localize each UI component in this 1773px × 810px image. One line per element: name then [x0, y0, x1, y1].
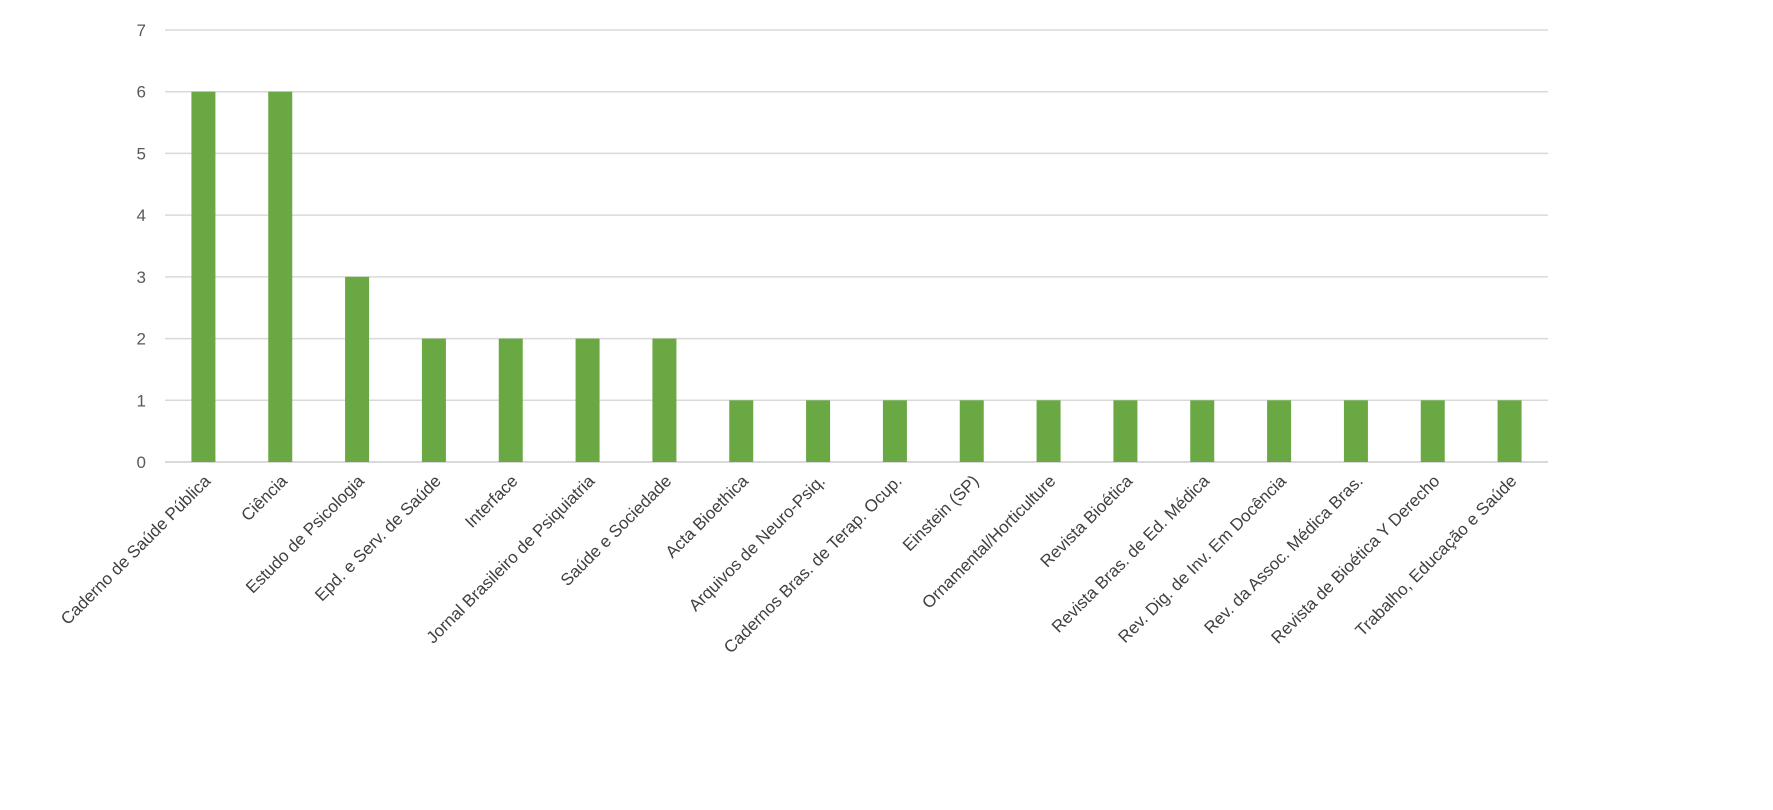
bar [882, 400, 907, 462]
bar [575, 338, 600, 462]
y-tick-label: 6 [137, 83, 146, 102]
bar [652, 338, 677, 462]
x-tick-label: Rev. Dig. de Inv. Em Docência [1115, 471, 1291, 647]
x-tick-label: Revista Bras. de Ed. Médica [1048, 471, 1213, 636]
bar [806, 400, 831, 462]
y-tick-label: 4 [137, 206, 146, 225]
bar [498, 338, 523, 462]
y-tick-label: 0 [137, 453, 146, 472]
x-tick-label: Interface [461, 471, 521, 531]
bar [1036, 400, 1061, 462]
bar [268, 91, 293, 462]
y-tick-label: 7 [137, 21, 146, 40]
x-tick-label: Rev. da Assoc. Médica Bras. [1201, 471, 1367, 637]
bar [191, 91, 216, 462]
x-tick-label: Trabalho, Educação e Saúde [1352, 471, 1521, 640]
x-tick-label: Caderno de Saúde Pública [57, 471, 215, 629]
x-tick-label: Ornamental/Horticulture [918, 471, 1059, 612]
bar [959, 400, 984, 462]
y-tick-label: 2 [137, 330, 146, 349]
bar [729, 400, 754, 462]
bars [191, 91, 1522, 462]
y-tick-label: 5 [137, 144, 146, 163]
bar [1113, 400, 1138, 462]
bar [1497, 400, 1522, 462]
x-tick-label: Einstein (SP) [899, 471, 983, 555]
y-tick-label: 3 [137, 268, 146, 287]
x-tick-label: Ciência [238, 471, 292, 525]
bar [1343, 400, 1368, 462]
x-tick-label: Arquivos de Neuro-Psiq. [685, 471, 829, 615]
y-axis-ticks: 0 1 2 3 4 5 6 7 [137, 21, 146, 472]
x-tick-label: Revista de Bioética Y Derecho [1268, 471, 1444, 647]
bar [1267, 400, 1292, 462]
x-tick-label: Epd. e Serv. de Saúde [311, 471, 445, 605]
bar [1420, 400, 1445, 462]
bar [1190, 400, 1215, 462]
gridlines [165, 29, 1548, 463]
bar [421, 338, 446, 462]
x-tick-label: Jornal Brasileiro de Psiquiatria [423, 471, 599, 647]
bar [345, 276, 370, 462]
y-tick-label: 1 [137, 391, 146, 410]
